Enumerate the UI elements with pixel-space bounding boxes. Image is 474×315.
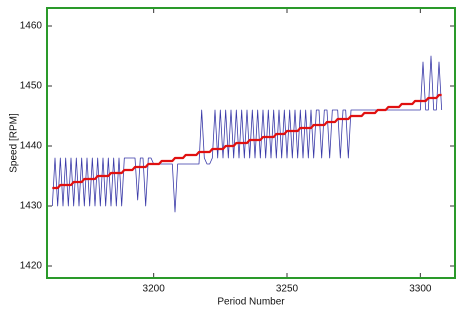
y-tick-label: 1450 xyxy=(20,81,43,92)
x-axis-title: Period Number xyxy=(217,297,285,308)
y-tick-label: 1440 xyxy=(20,141,43,152)
x-tick-label: 3250 xyxy=(276,284,299,295)
line-series xyxy=(52,93,442,190)
y-tick-label: 1430 xyxy=(20,201,43,212)
plot-frame xyxy=(46,7,456,279)
y-tick-label: 1420 xyxy=(20,261,43,272)
y-axis-title: Speed [RPM] xyxy=(9,113,20,173)
line-series xyxy=(51,55,443,213)
x-tick-label: 3200 xyxy=(143,284,166,295)
x-tick-label: 3300 xyxy=(409,284,432,295)
y-tick-label: 1460 xyxy=(20,21,43,32)
